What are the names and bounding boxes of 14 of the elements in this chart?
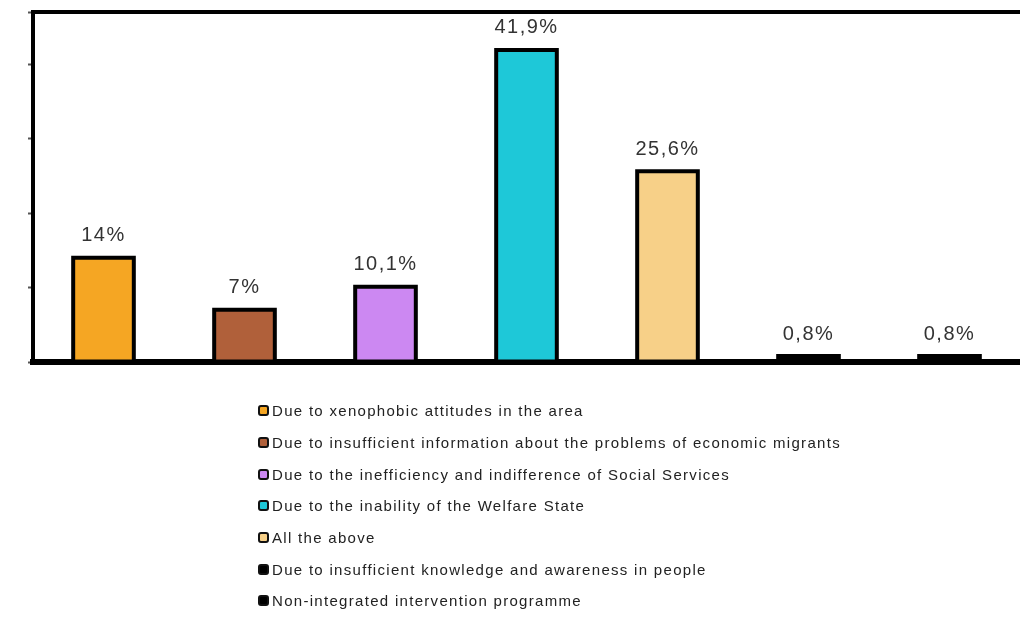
- data-label: 0,8%: [923, 321, 976, 344]
- data-label: 7%: [228, 275, 261, 298]
- data-label: 10,1%: [353, 252, 418, 275]
- legend-label: Non-integrated intervention programme: [272, 592, 582, 610]
- legend-label: Due to the inefficiency and indifference of Social Services: [272, 465, 731, 483]
- data-label: 41,9%: [494, 15, 559, 38]
- legend-label: All the above: [272, 529, 376, 547]
- data-label: 0,8%: [782, 321, 835, 344]
- legend-label: Due to insufficient knowledge and awareness in people: [272, 560, 707, 578]
- data-label: 25,6%: [635, 136, 700, 159]
- legend-label: Due to the inability of the Welfare State: [272, 497, 586, 515]
- legend-label: Due to insufficient information about the problems of economic migrants: [272, 434, 841, 452]
- data-label: 14%: [81, 223, 126, 246]
- legend-label: Due to xenophobic attitudes in the area: [272, 402, 584, 420]
